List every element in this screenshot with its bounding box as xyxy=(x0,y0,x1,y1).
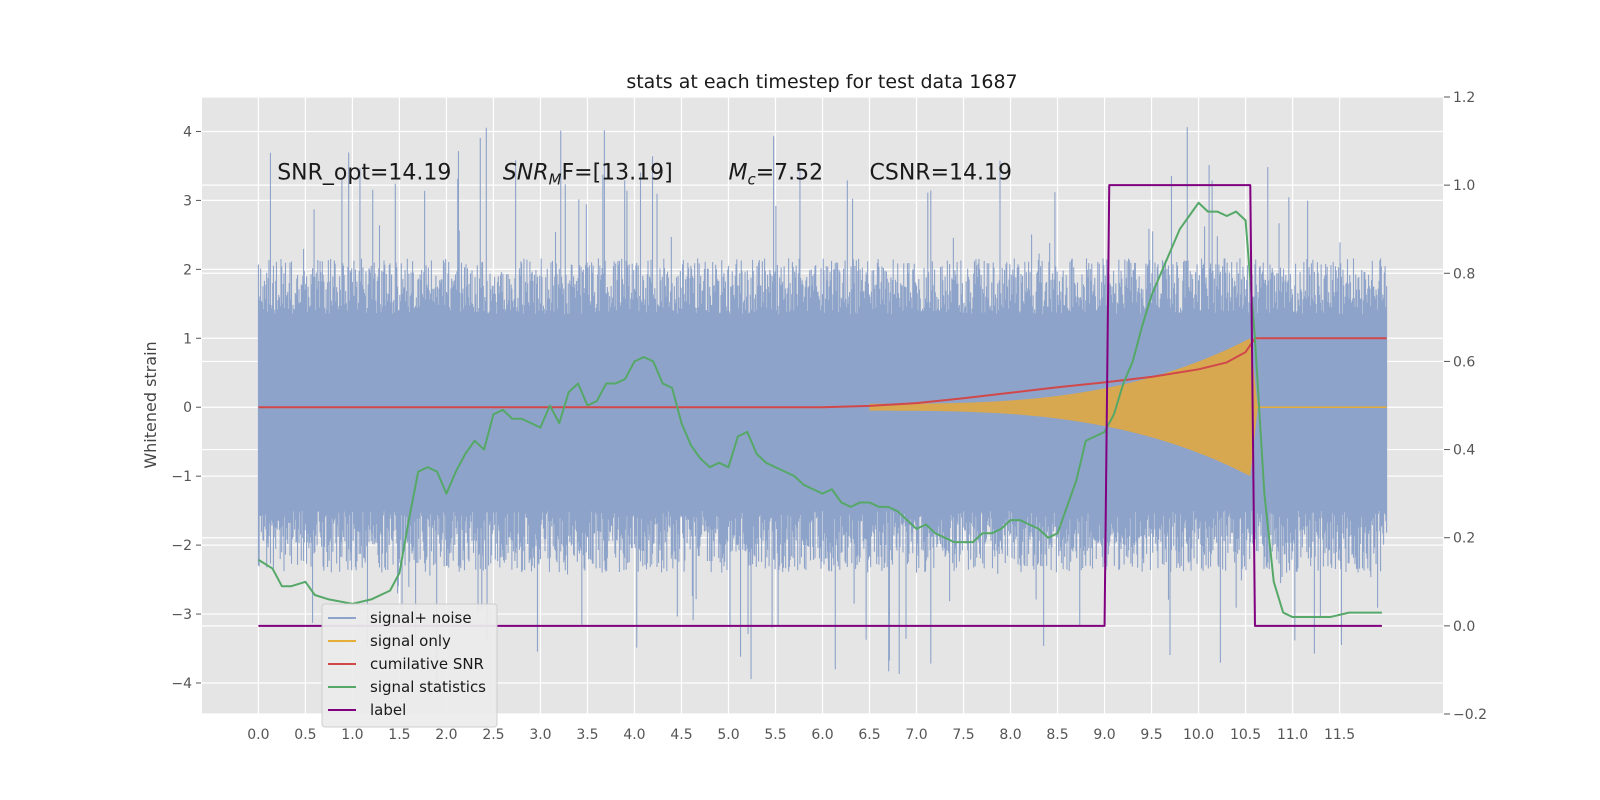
x-tick-label: 10.0 xyxy=(1183,727,1214,743)
x-tick-label: 5.5 xyxy=(764,727,786,743)
legend-label: signal statistics xyxy=(370,678,486,696)
chart-title: stats at each timestep for test data 168… xyxy=(626,71,1017,93)
annotation-subscript: M xyxy=(549,171,562,189)
label-series xyxy=(258,184,1382,627)
y-axis-right: −0.2 0.0 0.2 0.4 0.6 0.8 1.0 1.2 xyxy=(1444,90,1487,723)
y-tick-label: 4 xyxy=(183,124,192,140)
x-tick-label: 3.0 xyxy=(529,727,551,743)
y-right-tick-label: 0.2 xyxy=(1453,531,1475,547)
x-tick-label: 3.5 xyxy=(576,727,598,743)
annotation-tail: F=[13.19] xyxy=(562,161,673,186)
x-tick-label: 7.0 xyxy=(905,727,927,743)
x-tick-label: 1.5 xyxy=(388,727,410,743)
annotation: SNR_opt=14.19 xyxy=(277,161,451,186)
y-tick-label: 2 xyxy=(183,262,192,278)
legend-label: signal+ noise xyxy=(370,609,472,627)
x-tick-label: 0.5 xyxy=(294,727,316,743)
y-right-tick-label: 1.2 xyxy=(1453,90,1475,106)
y-axis-label: Whitened strain xyxy=(141,341,160,468)
annotation-main: M xyxy=(728,161,747,186)
x-tick-label: 4.5 xyxy=(670,727,692,743)
annotation: CSNR=14.19 xyxy=(870,161,1012,186)
legend-label: cumilative SNR xyxy=(370,655,484,673)
x-tick-label: 4.0 xyxy=(623,727,645,743)
y-tick-label: 0 xyxy=(183,400,192,416)
x-tick-label: 0.0 xyxy=(247,727,269,743)
annotation-subscript: c xyxy=(747,171,756,189)
x-tick-label: 11.5 xyxy=(1324,727,1355,743)
legend-label: signal only xyxy=(370,632,451,650)
x-tick-label: 11.0 xyxy=(1277,727,1308,743)
series-layer xyxy=(257,127,1388,680)
annotations: SNR_opt=14.19 SNRMF=[13.19] Mc=7.52 CSNR=14… xyxy=(277,161,1012,189)
y-right-tick-label: 0.4 xyxy=(1453,443,1475,459)
x-tick-label: 2.0 xyxy=(435,727,457,743)
y-tick-label: −2 xyxy=(171,538,192,554)
y-tick-label: 1 xyxy=(183,331,192,347)
y-right-tick-label: 1.0 xyxy=(1453,178,1475,194)
x-tick-label: 10.5 xyxy=(1230,727,1261,743)
annotation-main: SNR xyxy=(503,161,549,186)
x-tick-label: 8.5 xyxy=(1046,727,1068,743)
x-tick-label: 5.0 xyxy=(717,727,739,743)
annotation-tail: =7.52 xyxy=(756,161,823,186)
y-tick-label: −3 xyxy=(171,607,192,623)
x-tick-label: 9.5 xyxy=(1140,727,1162,743)
x-tick-label: 8.0 xyxy=(999,727,1021,743)
x-tick-label: 9.0 xyxy=(1093,727,1115,743)
y-right-tick-label: 0.8 xyxy=(1453,266,1475,282)
x-tick-label: 6.5 xyxy=(858,727,880,743)
x-tick-label: 1.0 xyxy=(341,727,363,743)
y-right-tick-label: −0.2 xyxy=(1453,707,1487,723)
legend: signal+ noise signal only cumilative SNR si… xyxy=(321,603,498,728)
annotation: Mc=7.52 xyxy=(728,161,823,189)
signal-statistics-series xyxy=(257,201,1382,619)
x-tick-label: 6.0 xyxy=(811,727,833,743)
y-tick-label: −1 xyxy=(171,469,192,485)
legend-box xyxy=(321,603,498,728)
cumulative-snr-series xyxy=(258,337,1387,409)
x-axis: 0.0 0.5 1.0 1.5 2.0 2.5 3.0 3.5 4.0 4.5 5.0 5.5 6.0 6… xyxy=(247,727,1355,743)
y-tick-label: 3 xyxy=(183,193,192,209)
y-right-tick-label: 0.0 xyxy=(1453,619,1475,635)
x-tick-label: 2.5 xyxy=(482,727,504,743)
y-right-tick-label: 0.6 xyxy=(1453,354,1475,370)
x-tick-label: 7.5 xyxy=(952,727,974,743)
annotation: SNRMF=[13.19] xyxy=(503,161,673,189)
y-tick-label: −4 xyxy=(171,676,192,692)
legend-label: label xyxy=(370,701,406,719)
y-axis-left: −4 −3 −2 −1 0 1 2 3 4 xyxy=(171,124,201,692)
signal-only-series xyxy=(869,338,1258,477)
